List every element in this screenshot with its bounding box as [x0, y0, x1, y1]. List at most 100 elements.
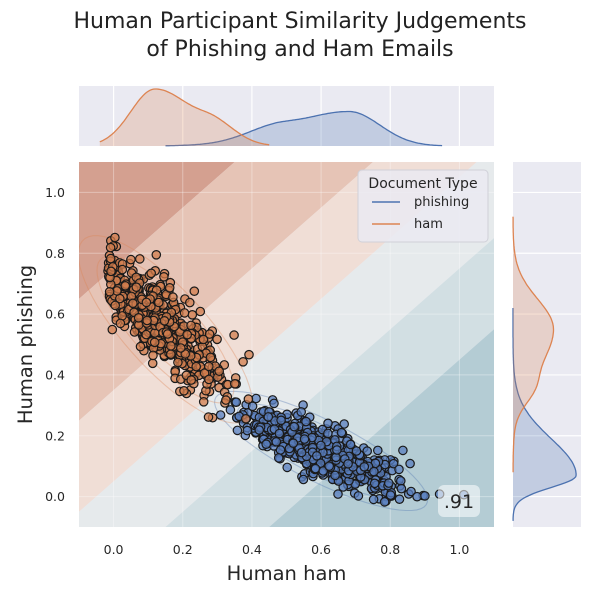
phishing-point: [316, 440, 326, 451]
phishing-point: [247, 401, 258, 412]
phishing-point: [273, 453, 284, 463]
phishing-point: [351, 446, 362, 456]
phishing-point: [276, 415, 286, 426]
phishing-point: [232, 425, 243, 436]
top-kde-fill-ham: [99, 89, 270, 146]
ham-point: [142, 315, 152, 326]
ham-point: [106, 266, 116, 277]
ham-point: [141, 329, 151, 340]
ham-point: [204, 374, 214, 385]
phishing-point: [296, 447, 307, 458]
phishing-point: [311, 450, 322, 461]
ham-point: [154, 297, 164, 308]
ham-point: [131, 282, 142, 292]
x-tick-label: 0.6: [311, 542, 331, 557]
phishing-point: [296, 407, 306, 417]
y-tick-label: 0.2: [45, 428, 65, 443]
y-tick-label: 0.4: [45, 367, 65, 382]
phishing-point: [368, 494, 379, 505]
phishing-point: [301, 416, 311, 427]
phishing-point: [261, 439, 271, 449]
phishing-point: [263, 412, 274, 422]
phishing-point: [385, 490, 396, 500]
ham-point: [179, 385, 189, 396]
x-tick-label: 0.4: [242, 542, 262, 557]
top-kde-line-ham: [99, 88, 270, 146]
phishing-point: [420, 491, 430, 501]
ham-point: [135, 341, 146, 352]
top-marginal-background: [79, 86, 494, 146]
phishing-point: [225, 405, 236, 415]
phishing-point: [379, 497, 390, 507]
phishing-point: [324, 461, 334, 471]
ham-point: [126, 254, 136, 265]
phishing-point: [383, 478, 394, 488]
ham-point: [151, 250, 162, 260]
y-tick-label: 1.0: [45, 185, 65, 200]
top-kde-line-phishing: [165, 110, 443, 147]
ham-point: [187, 309, 198, 320]
phishing-point: [395, 476, 406, 486]
right-kde-fill-phishing: [513, 308, 577, 521]
ham-point: [166, 349, 176, 359]
phishing-point: [343, 458, 353, 469]
phishing-point: [298, 474, 309, 485]
ham-point: [147, 358, 158, 369]
phishing-point: [332, 445, 342, 455]
ham-point: [214, 366, 224, 376]
phishing-point: [362, 446, 372, 456]
phishing-point: [339, 419, 349, 429]
ham-point: [176, 343, 186, 353]
legend-label-phishing: phishing: [414, 195, 469, 210]
x-tick-label: 1.0: [449, 542, 469, 557]
ham-point: [203, 412, 214, 422]
ham-point: [204, 361, 214, 372]
ham-point: [107, 324, 118, 335]
ham-point: [148, 350, 158, 361]
phishing-point: [372, 445, 383, 456]
phishing-point: [269, 398, 279, 409]
y-axis-label: Human phishing: [14, 265, 37, 424]
phishing-point: [388, 458, 399, 469]
phishing-point: [289, 421, 299, 432]
ham-point: [189, 286, 200, 296]
ham-point: [238, 356, 248, 367]
ham-point: [185, 297, 195, 308]
phishing-point: [396, 483, 407, 494]
x-tick-label: 0.0: [104, 542, 124, 557]
ham-point: [166, 341, 176, 351]
phishing-point: [282, 462, 292, 473]
phishing-point: [254, 425, 265, 435]
ham-point: [135, 254, 145, 264]
ham-point: [221, 395, 231, 405]
ham-point: [198, 396, 209, 407]
chart-title-line1: Human Participant Similarity Judgements: [73, 9, 527, 34]
ham-point: [110, 300, 120, 311]
ham-point: [117, 264, 128, 275]
ham-point: [120, 280, 131, 291]
ham-point: [230, 378, 240, 389]
phishing-point: [299, 434, 310, 444]
phishing-point: [274, 428, 285, 439]
ham-point: [229, 330, 239, 340]
ham-point: [159, 271, 169, 282]
ham-point: [212, 334, 222, 345]
ham-point: [173, 357, 183, 368]
ham-point: [204, 329, 215, 339]
ham-point: [195, 306, 206, 317]
ham-point: [141, 297, 152, 308]
phishing-point: [369, 466, 379, 477]
ham-point: [186, 375, 196, 385]
phishing-point: [406, 486, 416, 497]
x-axis-label: Human ham: [227, 562, 347, 585]
ham-point: [168, 292, 178, 302]
ham-point: [243, 394, 254, 404]
ham-point: [115, 318, 126, 329]
phishing-point: [275, 445, 286, 455]
phishing-point: [288, 438, 299, 448]
phishing-point: [398, 445, 408, 456]
